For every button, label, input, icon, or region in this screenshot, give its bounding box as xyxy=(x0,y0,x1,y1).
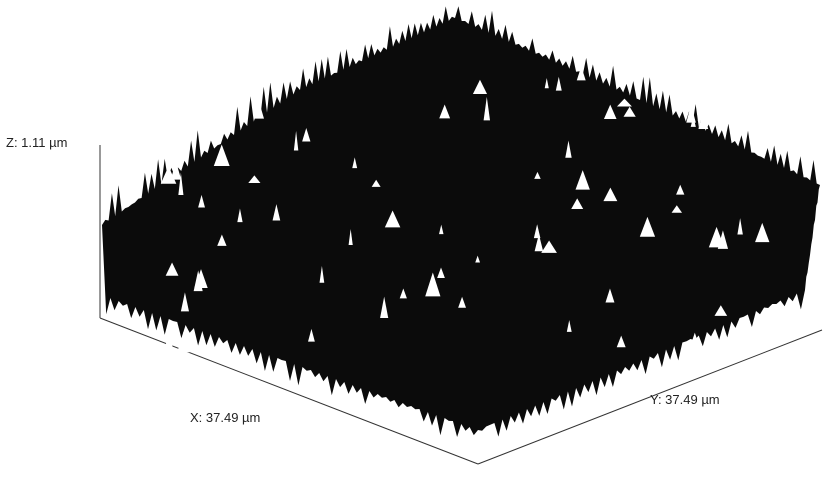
page: Z: 1.11 µm X: 37.49 µm Y: 37.49 µm (() =… xyxy=(0,0,825,484)
z-label: Z: 1.11 µm xyxy=(6,135,67,150)
afm-figure: Z: 1.11 µm X: 37.49 µm Y: 37.49 µm xyxy=(0,0,825,484)
y-label: Y: 37.49 µm xyxy=(650,392,720,407)
x-label: X: 37.49 µm xyxy=(190,410,260,425)
